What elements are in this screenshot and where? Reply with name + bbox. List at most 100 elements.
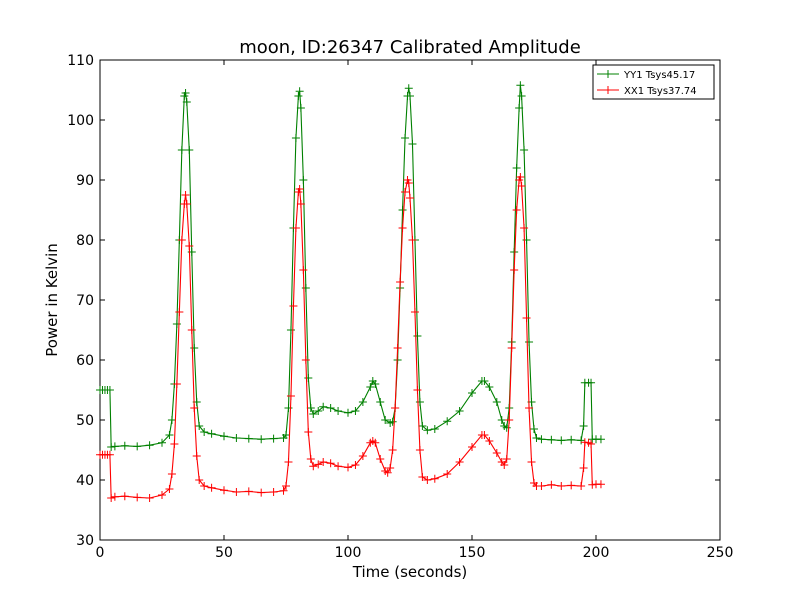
y-axis-label: Power in Kelvin bbox=[43, 243, 61, 357]
x-tick-label: 100 bbox=[335, 545, 362, 561]
data-point-marker bbox=[326, 404, 335, 412]
data-point-marker bbox=[187, 326, 196, 334]
data-point-marker bbox=[423, 426, 432, 435]
data-point-marker bbox=[257, 435, 266, 444]
data-point-marker bbox=[510, 248, 519, 256]
data-point-marker bbox=[398, 224, 407, 232]
data-point-marker bbox=[500, 461, 509, 469]
data-point-marker bbox=[497, 416, 506, 424]
data-point-marker bbox=[192, 452, 201, 460]
data-point-marker bbox=[415, 446, 424, 454]
y-tick-label: 90 bbox=[76, 173, 94, 189]
data-point-marker bbox=[587, 440, 596, 448]
data-point-marker bbox=[413, 386, 422, 394]
data-point-marker bbox=[284, 458, 293, 466]
data-point-marker bbox=[393, 344, 402, 352]
data-point-marker bbox=[177, 236, 186, 244]
data-point-marker bbox=[172, 320, 181, 328]
data-point-marker bbox=[282, 482, 290, 490]
plot-area bbox=[99, 59, 721, 541]
data-point-marker bbox=[547, 435, 556, 444]
data-point-marker bbox=[443, 417, 452, 426]
data-point-marker bbox=[408, 236, 417, 244]
legend: YY1 Tsys45.17 XX1 Tsys37.74 bbox=[592, 64, 715, 100]
y-tick-label: 100 bbox=[67, 113, 94, 129]
data-point-marker bbox=[596, 480, 605, 489]
data-point-marker bbox=[107, 494, 116, 502]
y-tick-label: 110 bbox=[67, 53, 94, 69]
data-point-marker bbox=[319, 402, 328, 411]
data-point-marker bbox=[158, 438, 166, 447]
data-point-marker bbox=[366, 383, 375, 391]
data-point-marker bbox=[358, 398, 367, 406]
data-point-marker bbox=[195, 422, 204, 430]
data-point-marker bbox=[344, 408, 352, 417]
data-point-marker bbox=[430, 425, 439, 433]
data-point-marker bbox=[537, 435, 546, 444]
data-point-marker bbox=[371, 438, 380, 447]
data-point-marker bbox=[480, 431, 489, 439]
data-point-marker bbox=[269, 434, 278, 443]
data-point-marker bbox=[200, 428, 209, 436]
y-tick-label: 60 bbox=[76, 353, 94, 369]
data-point-marker bbox=[295, 87, 304, 96]
data-point-marker bbox=[505, 416, 514, 424]
data-point-marker bbox=[291, 224, 300, 232]
data-point-marker bbox=[418, 473, 427, 481]
data-point-marker bbox=[418, 422, 427, 430]
data-point-marker bbox=[170, 440, 179, 448]
data-point-marker bbox=[306, 404, 315, 412]
data-point-marker bbox=[299, 266, 308, 274]
data-point-marker bbox=[557, 436, 566, 445]
data-point-marker bbox=[423, 476, 432, 484]
legend-marker bbox=[604, 70, 612, 78]
data-point-marker bbox=[401, 188, 410, 196]
data-point-marker bbox=[443, 470, 452, 478]
data-point-marker bbox=[587, 378, 596, 387]
data-point-marker bbox=[207, 429, 216, 438]
data-point-marker bbox=[182, 200, 191, 208]
data-point-marker bbox=[406, 194, 414, 202]
data-point-marker bbox=[516, 81, 525, 90]
data-point-marker bbox=[410, 308, 419, 316]
data-point-marker bbox=[502, 423, 511, 432]
data-point-marker bbox=[181, 89, 190, 97]
data-point-marker bbox=[388, 417, 397, 426]
data-point-marker bbox=[520, 146, 529, 154]
data-point-marker bbox=[351, 407, 360, 415]
data-point-marker bbox=[110, 492, 119, 501]
data-point-marker bbox=[381, 416, 390, 424]
data-point-marker bbox=[588, 480, 597, 489]
legend-marker bbox=[604, 86, 612, 94]
chart-title: moon, ID:26347 Calibrated Amplitude bbox=[239, 37, 581, 58]
data-point-marker bbox=[296, 104, 305, 112]
data-point-marker bbox=[220, 432, 228, 441]
x-tick-label: 50 bbox=[215, 545, 233, 561]
data-point-marker bbox=[406, 92, 414, 100]
data-point-marker bbox=[532, 434, 541, 442]
data-point-marker bbox=[404, 179, 413, 187]
data-point-marker bbox=[296, 200, 305, 208]
legend-box bbox=[592, 64, 715, 100]
data-point-marker bbox=[376, 398, 385, 406]
y-tick-label: 80 bbox=[76, 233, 94, 249]
x-axis-label: Time (seconds) bbox=[352, 563, 468, 581]
data-point-marker bbox=[388, 446, 397, 454]
data-point-marker bbox=[220, 486, 228, 495]
data-point-marker bbox=[207, 483, 216, 492]
axis-layer: 0 50 100 150 200 250 30 40 50 60 70 80 90 100 110 bbox=[67, 53, 733, 561]
x-tick-label: 0 bbox=[96, 545, 105, 561]
legend-label: XX1 Tsys37.74 bbox=[624, 86, 697, 97]
data-point-marker bbox=[314, 407, 323, 415]
data-point-marker bbox=[577, 482, 586, 490]
data-point-marker bbox=[145, 494, 154, 502]
data-point-marker bbox=[520, 224, 529, 232]
data-point-marker bbox=[512, 206, 521, 214]
data-point-marker bbox=[286, 392, 295, 400]
data-point-marker bbox=[413, 332, 422, 340]
data-point-marker bbox=[455, 458, 464, 466]
data-point-marker bbox=[525, 404, 534, 412]
data-point-marker bbox=[492, 449, 501, 457]
data-point-marker bbox=[580, 438, 589, 447]
data-point-marker bbox=[515, 104, 524, 112]
